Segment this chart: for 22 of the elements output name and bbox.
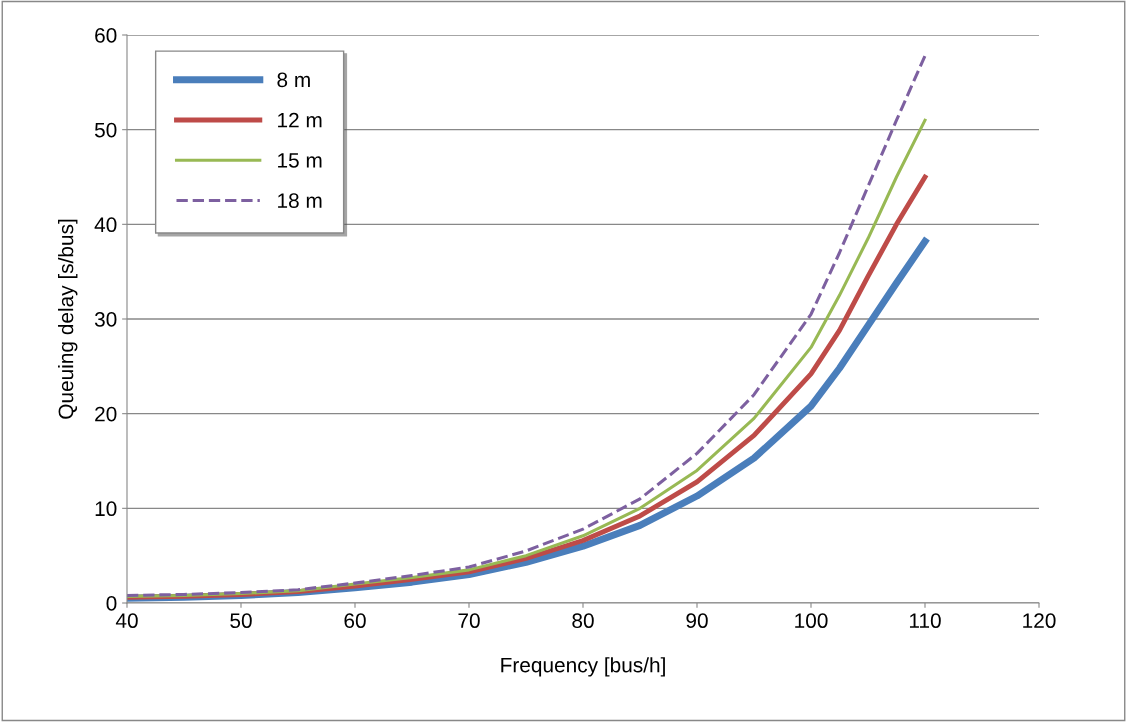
x-tick-label: 120 bbox=[1023, 613, 1056, 629]
x-tick-label: 110 bbox=[909, 613, 941, 629]
y-tick-label: 50 bbox=[94, 122, 117, 138]
legend-label: 15 m bbox=[278, 153, 322, 168]
y-tick-label: 30 bbox=[94, 312, 117, 327]
y-tick-label: 40 bbox=[94, 217, 117, 233]
x-tick-label: 50 bbox=[230, 613, 252, 629]
x-tick-label: 40 bbox=[115, 613, 138, 629]
x-tick-label: 100 bbox=[795, 613, 828, 629]
y-tick-label: 0 bbox=[106, 596, 117, 611]
x-tick-label: 60 bbox=[344, 613, 366, 629]
y-axis-title: Queuing delay [s/bus] bbox=[58, 219, 78, 419]
x-tick-label: 80 bbox=[572, 613, 594, 629]
x-tick-label: 70 bbox=[458, 613, 480, 629]
legend-label: 8 m bbox=[277, 72, 310, 88]
x-axis-title: Frequency [bus/h] bbox=[501, 657, 665, 677]
y-tick-label: 20 bbox=[95, 406, 117, 422]
legend-label: 12 m bbox=[278, 112, 322, 128]
y-tick-label: 10 bbox=[95, 501, 117, 517]
x-tick-label: 90 bbox=[686, 613, 708, 629]
y-tick-label: 60 bbox=[95, 28, 117, 43]
legend-label: 18 m bbox=[278, 193, 322, 208]
